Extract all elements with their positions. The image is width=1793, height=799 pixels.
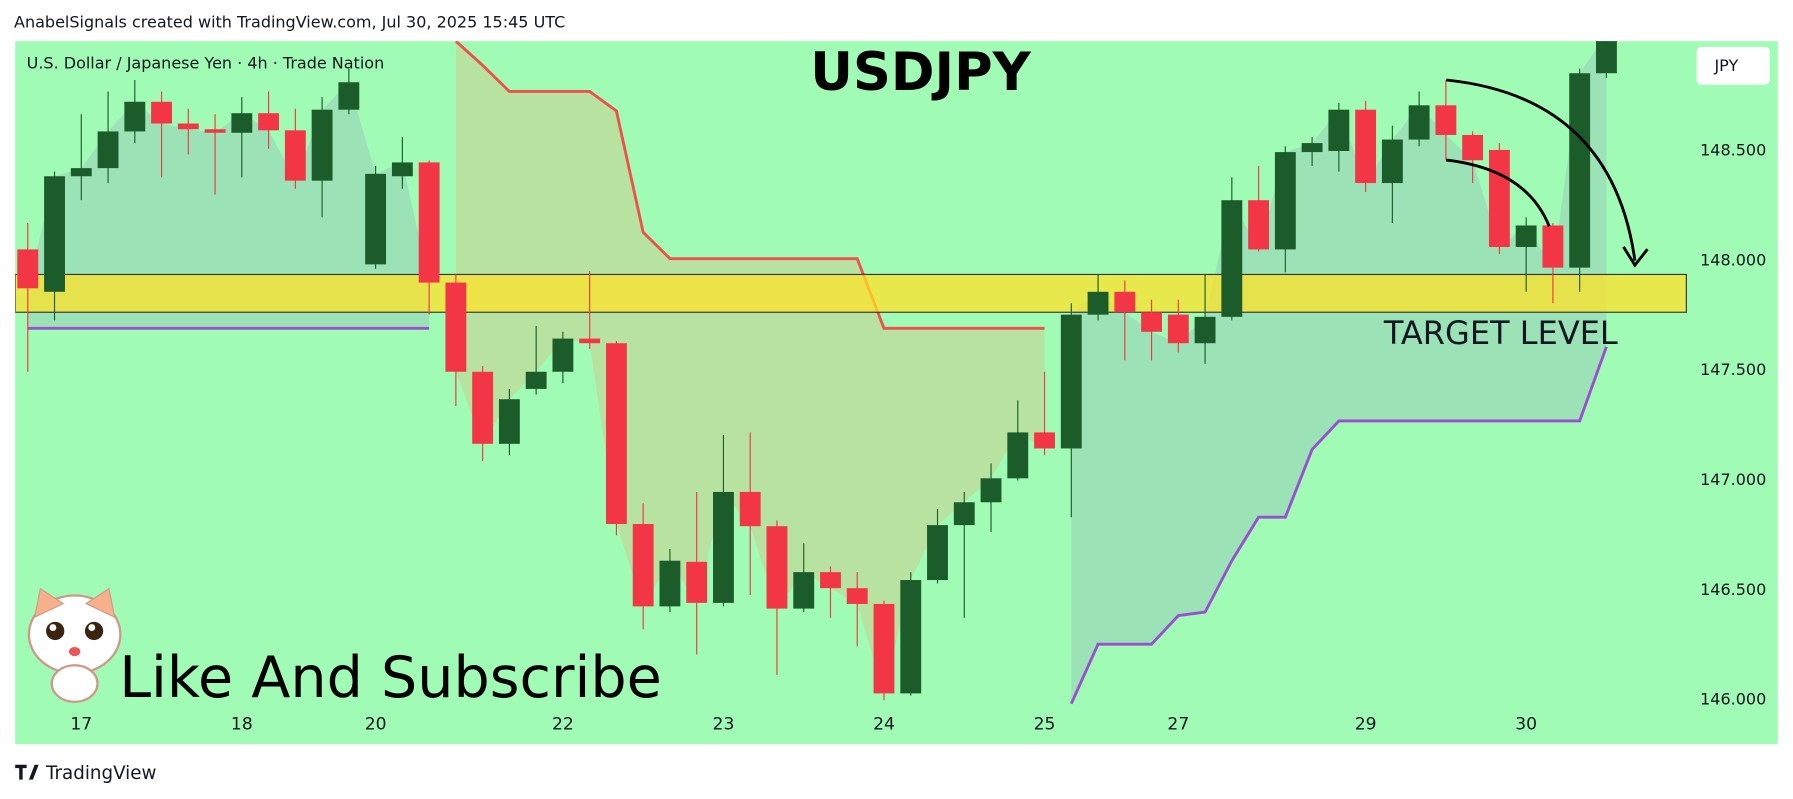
- x-tick-label: 18: [231, 715, 253, 735]
- candle-body: [793, 572, 815, 609]
- footer-logo: [15, 764, 39, 780]
- candle-body: [1301, 143, 1323, 153]
- x-tick-label: 30: [1515, 715, 1537, 735]
- indicator-line: [27, 326, 1608, 705]
- candle-body: [1595, 41, 1617, 74]
- y-tick-label: 148.000: [1700, 250, 1766, 269]
- candle-body: [311, 109, 333, 181]
- candle-body: [1060, 314, 1082, 449]
- candle-body: [284, 130, 306, 181]
- plot-area: [15, 41, 1778, 745]
- cat-icon: [27, 587, 122, 703]
- candle-body: [1488, 149, 1510, 247]
- candle-body: [632, 524, 654, 607]
- currency-button[interactable]: [1696, 46, 1770, 85]
- candle-body: [1087, 291, 1109, 315]
- candle-body: [1542, 225, 1564, 268]
- candle-body: [1435, 105, 1457, 135]
- annotation: Like And Subscribe: [119, 645, 662, 711]
- candle-body: [1408, 105, 1430, 140]
- candle-body: [177, 123, 199, 130]
- candle-body: [766, 526, 788, 609]
- indicator-line: [454, 41, 1045, 330]
- arrow: [1446, 78, 1637, 261]
- candle-body: [579, 338, 601, 344]
- candle-body: [1355, 109, 1377, 184]
- candle-body: [1221, 200, 1243, 317]
- candle-body: [97, 131, 119, 169]
- symbol-label: U.S. Dollar / Japanese Yen · 4h · Trade …: [27, 54, 385, 73]
- candle-body: [1007, 432, 1029, 479]
- candle-body: [1141, 312, 1162, 332]
- x-tick-label: 29: [1355, 715, 1377, 735]
- candle-body: [713, 491, 734, 603]
- candle-body: [1274, 152, 1296, 250]
- candle-body: [258, 113, 280, 131]
- arrow-head: [1622, 246, 1649, 268]
- candle-body: [1194, 316, 1216, 344]
- y-tick-label: 147.000: [1700, 470, 1766, 489]
- candle-body: [445, 282, 467, 372]
- plot-layer: [15, 41, 1687, 705]
- candle-body: [873, 603, 895, 694]
- indicator-fill: [455, 41, 1045, 694]
- candle-body: [124, 101, 146, 132]
- candle-body: [1114, 291, 1136, 313]
- candle-body: [846, 588, 868, 604]
- x-tick-label: 17: [70, 715, 92, 735]
- candle-body: [391, 162, 413, 177]
- candle-body: [953, 502, 975, 526]
- candle-body: [70, 168, 92, 177]
- candle-body: [365, 173, 387, 265]
- currency-label: JPY: [1713, 56, 1738, 75]
- candle-body: [605, 343, 627, 525]
- arrow: [1446, 158, 1551, 227]
- candle-body: [1328, 109, 1350, 151]
- x-tick-label: 27: [1167, 715, 1189, 735]
- candle-body: [44, 176, 65, 292]
- candle-body: [739, 491, 761, 527]
- candle-body: [820, 572, 841, 589]
- candle-body: [1569, 73, 1591, 268]
- candle-body: [1381, 139, 1403, 184]
- x-tick-label: 20: [365, 715, 387, 735]
- y-tick-label: 148.500: [1700, 140, 1766, 159]
- candle-body: [900, 580, 922, 694]
- axis-layer: 146.000 146.500 147.000 147.500 148.000 148.5…: [70, 140, 1766, 745]
- candle-body: [525, 371, 547, 389]
- candle-body: [927, 525, 948, 581]
- candle-body: [1034, 432, 1055, 449]
- candle-body: [472, 371, 494, 444]
- indicator-fill: [1071, 41, 1607, 704]
- header: AnabelSignals created with TradingView.c…: [14, 12, 565, 31]
- chart-title: USDJPY: [810, 42, 1031, 103]
- candle-body: [1515, 225, 1537, 247]
- candle-body: [338, 82, 360, 110]
- candle-body: [231, 113, 253, 133]
- candle-body: [498, 399, 520, 444]
- zone-label: TARGET LEVEL: [1383, 314, 1618, 352]
- candle-body: [151, 101, 172, 124]
- y-tick-label: 147.500: [1700, 360, 1766, 379]
- target-zone: [15, 273, 1687, 313]
- y-tick-label: 146.500: [1700, 580, 1766, 599]
- x-tick-label: 22: [552, 715, 574, 735]
- candle-body: [980, 478, 1002, 503]
- candle-body: [1462, 134, 1484, 161]
- y-tick-label: 146.000: [1700, 690, 1766, 709]
- candle-body: [418, 162, 440, 283]
- candle-body: [552, 338, 574, 372]
- candle-body: [204, 129, 226, 133]
- x-tick-label: 25: [1034, 715, 1056, 735]
- x-tick-label: 24: [873, 715, 895, 735]
- x-tick-label: 23: [713, 715, 735, 735]
- candle-body: [1248, 200, 1270, 250]
- candle-body: [17, 249, 39, 289]
- footer: TradingView: [45, 763, 156, 784]
- candle-body: [659, 560, 681, 607]
- candle-body: [686, 561, 708, 603]
- candle-body: [1167, 314, 1189, 344]
